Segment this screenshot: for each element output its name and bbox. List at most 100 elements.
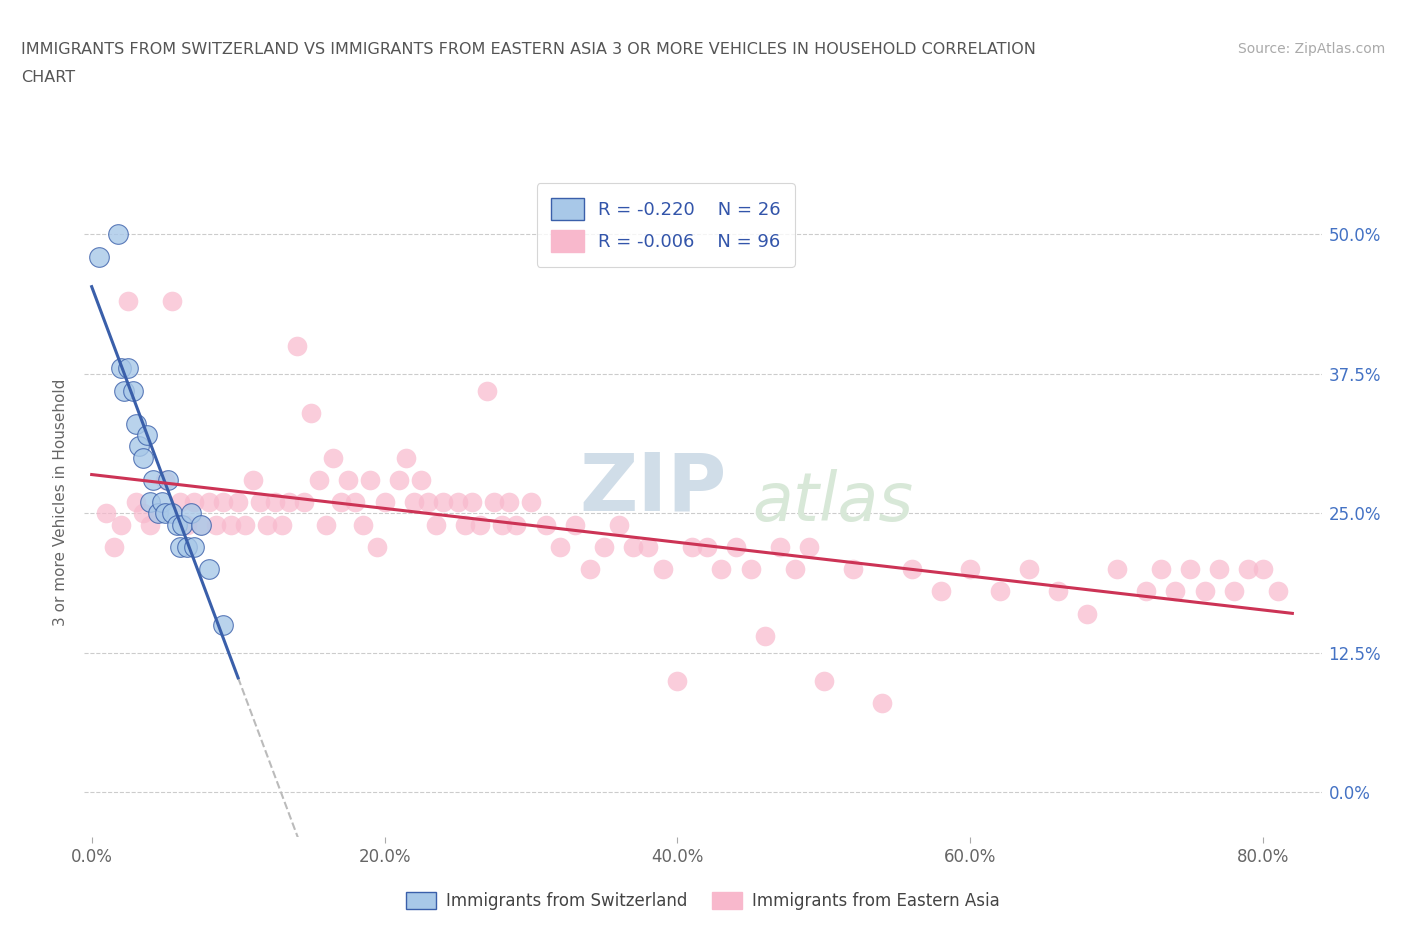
Point — [249, 495, 271, 510]
Point — [87, 249, 110, 264]
Point — [1105, 562, 1128, 577]
Point — [1164, 584, 1187, 599]
Point — [959, 562, 981, 577]
Point — [292, 495, 315, 510]
Point — [103, 539, 125, 554]
Point — [285, 339, 308, 353]
Point — [156, 472, 179, 487]
Point — [256, 517, 278, 532]
Point — [813, 673, 835, 688]
Point — [491, 517, 513, 532]
Point — [153, 472, 176, 487]
Point — [132, 450, 155, 465]
Point — [263, 495, 285, 510]
Point — [183, 539, 205, 554]
Point — [929, 584, 952, 599]
Point — [142, 472, 165, 487]
Point — [548, 539, 571, 554]
Point — [121, 383, 143, 398]
Point — [359, 472, 381, 487]
Point — [242, 472, 264, 487]
Point — [352, 517, 374, 532]
Legend: Immigrants from Switzerland, Immigrants from Eastern Asia: Immigrants from Switzerland, Immigrants … — [399, 885, 1007, 917]
Point — [388, 472, 411, 487]
Point — [607, 517, 630, 532]
Point — [150, 495, 173, 510]
Point — [183, 495, 205, 510]
Point — [520, 495, 543, 510]
Point — [110, 517, 132, 532]
Point — [432, 495, 454, 510]
Point — [710, 562, 733, 577]
Point — [139, 495, 162, 510]
Point — [454, 517, 477, 532]
Point — [498, 495, 520, 510]
Point — [1135, 584, 1157, 599]
Text: atlas: atlas — [752, 470, 914, 535]
Point — [322, 450, 344, 465]
Point — [315, 517, 337, 532]
Point — [1076, 606, 1098, 621]
Point — [564, 517, 586, 532]
Point — [226, 495, 249, 510]
Point — [124, 495, 146, 510]
Point — [395, 450, 418, 465]
Point — [136, 428, 159, 443]
Point — [299, 405, 322, 420]
Point — [696, 539, 718, 554]
Point — [132, 506, 155, 521]
Point — [799, 539, 821, 554]
Point — [900, 562, 922, 577]
Point — [1237, 562, 1260, 577]
Point — [139, 517, 162, 532]
Point — [110, 361, 132, 376]
Point — [468, 517, 491, 532]
Point — [1194, 584, 1216, 599]
Point — [205, 517, 228, 532]
Point — [724, 539, 747, 554]
Point — [872, 696, 894, 711]
Point — [637, 539, 659, 554]
Point — [96, 506, 118, 521]
Point — [593, 539, 616, 554]
Point — [112, 383, 135, 398]
Point — [461, 495, 484, 510]
Point — [169, 495, 191, 510]
Point — [411, 472, 433, 487]
Point — [198, 495, 221, 510]
Point — [534, 517, 557, 532]
Text: Source: ZipAtlas.com: Source: ZipAtlas.com — [1237, 42, 1385, 56]
Text: IMMIGRANTS FROM SWITZERLAND VS IMMIGRANTS FROM EASTERN ASIA 3 OR MORE VEHICLES I: IMMIGRANTS FROM SWITZERLAND VS IMMIGRANT… — [21, 42, 1036, 57]
Point — [176, 539, 198, 554]
Point — [1178, 562, 1201, 577]
Point — [153, 506, 176, 521]
Point — [198, 562, 221, 577]
Point — [146, 506, 169, 521]
Point — [1208, 562, 1230, 577]
Point — [681, 539, 703, 554]
Point — [740, 562, 762, 577]
Point — [329, 495, 352, 510]
Point — [107, 227, 129, 242]
Point — [190, 517, 212, 532]
Point — [1223, 584, 1246, 599]
Point — [146, 506, 169, 521]
Point — [402, 495, 425, 510]
Point — [180, 506, 202, 521]
Text: CHART: CHART — [21, 70, 75, 85]
Point — [505, 517, 527, 532]
Point — [212, 495, 235, 510]
Point — [988, 584, 1011, 599]
Point — [344, 495, 367, 510]
Point — [418, 495, 440, 510]
Point — [578, 562, 600, 577]
Point — [1267, 584, 1289, 599]
Point — [475, 383, 498, 398]
Text: ZIP: ZIP — [579, 450, 727, 528]
Point — [124, 417, 146, 432]
Point — [1149, 562, 1171, 577]
Point — [842, 562, 865, 577]
Point — [666, 673, 689, 688]
Point — [190, 517, 212, 532]
Point — [1251, 562, 1274, 577]
